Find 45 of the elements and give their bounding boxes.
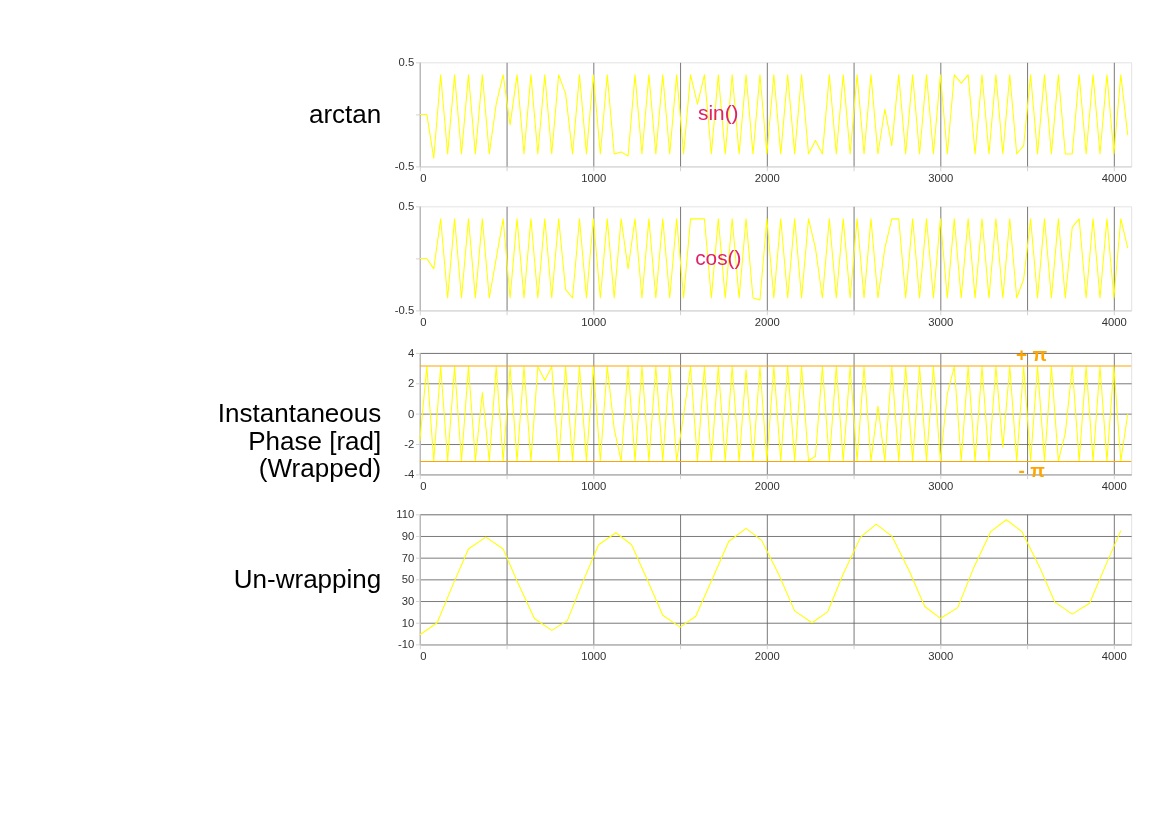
x-tick-label: 1000 [581,315,607,328]
y-tick-label: -2 [404,437,415,450]
ref-line-label: - π [1018,460,1046,482]
x-tick-label: 0 [420,315,427,328]
x-tick-label: 1000 [581,649,607,662]
y-tick-label: 50 [401,573,415,586]
y-tick-label: -0.5 [394,304,415,317]
x-tick-label: 2000 [754,479,780,492]
x-tick-label: 2000 [754,315,780,328]
y-tick-label: -10 [397,638,415,651]
y-tick-label: 0 [407,407,415,420]
y-tick-label: -4 [404,468,415,481]
y-tick-label: 10 [401,616,415,629]
y-axis-title: Instantaneous Phase [rad] (Wrapped) [217,397,382,484]
x-tick-label: 2000 [754,171,780,184]
line-series [419,519,1122,636]
line-series [419,74,1129,159]
x-tick-label: 1000 [581,171,607,184]
y-tick-label: 0.5 [398,56,415,69]
x-tick-label: 0 [420,649,427,662]
line-series [419,218,1129,301]
x-tick-label: 4000 [1101,479,1127,492]
x-tick-label: 0 [420,479,427,492]
x-tick-label: 3000 [928,315,954,328]
y-tick-label: 30 [401,595,415,608]
y-tick-label: 90 [401,529,415,542]
y-axis-title: Un-wrapping [233,563,382,594]
y-tick-label: 0.5 [398,200,415,213]
x-tick-label: 3000 [928,479,954,492]
x-tick-label: 2000 [754,649,780,662]
x-tick-label: 3000 [928,649,954,662]
y-tick-label: -0.5 [394,160,415,173]
x-tick-label: 4000 [1101,171,1127,184]
x-tick-label: 3000 [928,171,954,184]
y-tick-label: 110 [396,508,415,521]
x-tick-label: 4000 [1101,315,1127,328]
y-tick-label: 4 [407,346,415,359]
y-tick-label: 70 [401,551,415,564]
x-tick-label: 0 [420,171,427,184]
x-tick-label: 4000 [1101,649,1127,662]
y-axis-title: arctan [308,98,382,129]
y-tick-label: 2 [407,377,415,390]
line-series [419,366,1129,462]
ref-line-label: + π [1016,343,1048,365]
x-tick-label: 1000 [581,479,607,492]
